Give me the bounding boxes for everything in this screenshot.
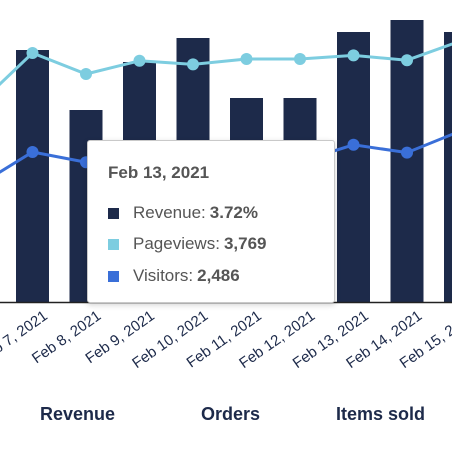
revenue-bar — [337, 32, 370, 302]
pageviews-point — [401, 54, 413, 67]
tab-orders[interactable]: Orders — [201, 404, 261, 424]
tooltip-title: Feb 13, 2021 — [108, 163, 210, 182]
tooltip-row-visitors: Visitors: 2,486 — [108, 266, 240, 286]
visitors-point — [26, 146, 39, 158]
visitors-swatch-icon — [108, 270, 119, 282]
pageviews-point — [294, 53, 306, 65]
tab-items-sold[interactable]: Items sold — [336, 404, 426, 424]
tooltip-label: Revenue: — [133, 203, 206, 222]
tooltip-label: Pageviews: — [133, 234, 220, 253]
tooltip-row-pageviews: Pageviews: 3,769 — [108, 234, 266, 254]
chart-tooltip: Feb 13, 2021 Revenue: 3.72% Pageviews: 3… — [87, 140, 335, 303]
tooltip-value: 3,769 — [223, 234, 267, 253]
revenue-swatch-icon — [108, 207, 119, 219]
pageviews-point — [347, 49, 360, 62]
revenue-bar — [390, 20, 424, 302]
pageviews-point — [240, 53, 253, 65]
pageviews-swatch-icon — [108, 238, 119, 250]
tooltip-label: Visitors: — [133, 266, 194, 285]
visitors-point — [347, 138, 360, 151]
pageviews-point — [187, 58, 199, 71]
tab-revenue[interactable]: Revenue — [40, 404, 116, 424]
tooltip-value: 3.72% — [209, 203, 258, 222]
pageviews-point — [80, 68, 92, 80]
visitors-point — [401, 146, 413, 159]
pageviews-point — [26, 47, 39, 59]
revenue-bar — [444, 32, 452, 302]
metric-tabs: Revenue Orders Items sold — [0, 404, 452, 434]
pageviews-line — [0, 42, 452, 87]
pageviews-point — [133, 54, 146, 67]
revenue-bar — [16, 50, 49, 302]
tooltip-value: 2,486 — [197, 266, 240, 285]
tooltip-row-revenue: Revenue: 3.72% — [108, 203, 258, 223]
